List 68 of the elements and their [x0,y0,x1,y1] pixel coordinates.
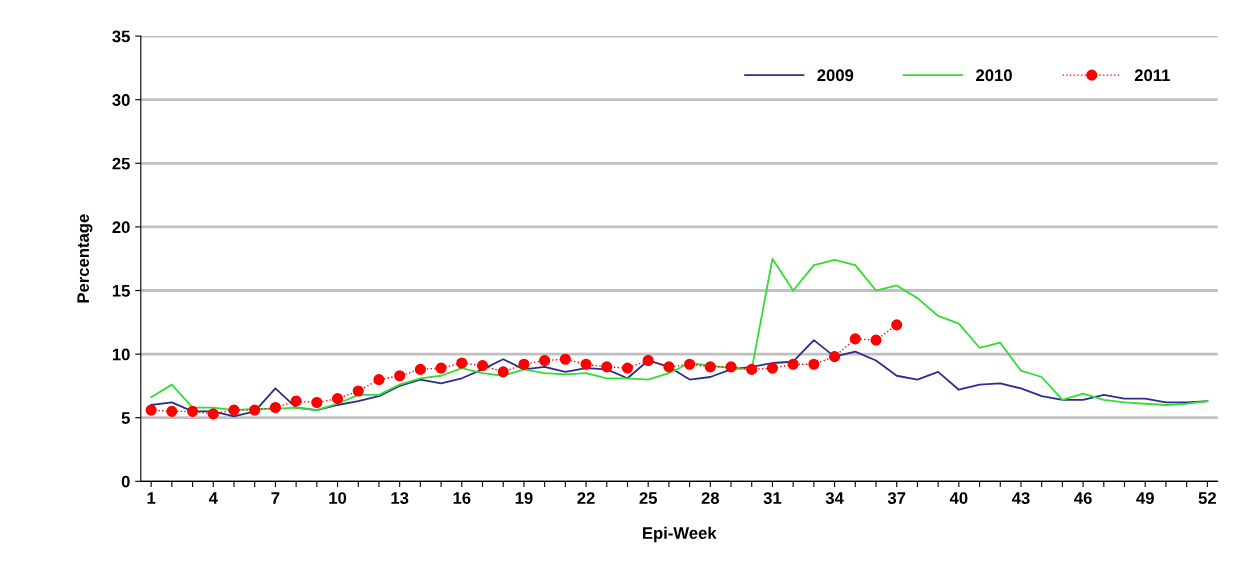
x-tick-label: 28 [701,492,720,504]
point [601,361,613,373]
legend-label: 2011 [1134,69,1170,82]
y-tick-label: 30 [112,94,130,106]
y-axis-title: Percentage [77,214,93,303]
point [311,396,323,409]
x-tick-label: 4 [208,492,218,504]
point [663,361,675,373]
point [891,319,903,331]
point [187,405,199,417]
y-tick-label: 35 [112,30,130,43]
point [414,363,426,375]
x-tick-label: 46 [1074,492,1092,504]
point [684,358,696,370]
x-tick-label: 7 [271,492,280,504]
point [497,366,509,378]
x-tick-label: 13 [391,492,409,504]
point [580,358,592,370]
y-tick-label: 25 [112,157,130,170]
point [704,361,716,373]
point [559,353,571,365]
point [870,334,882,346]
x-tick-label: 49 [1136,492,1154,504]
x-tick-label: 37 [887,492,906,504]
point [725,361,737,373]
y-tick-label: 20 [112,221,130,234]
x-tick-label: 25 [639,492,657,504]
point [621,362,634,374]
y-tick-label: 5 [121,412,130,424]
point [766,362,779,374]
x-tick-label: 1 [147,492,156,504]
point [249,404,261,416]
point [394,370,406,382]
point [290,395,302,407]
point [829,351,841,363]
y-tick-label: 15 [112,285,130,297]
point [269,401,281,414]
x-axis-title: Epi-Week [643,526,717,543]
x-tick-label: 34 [825,492,844,504]
point [166,405,178,417]
point [746,363,758,375]
x-tick-label: 43 [1011,492,1030,504]
point [808,358,820,370]
point [787,358,799,370]
point [228,404,240,416]
point [642,354,654,367]
x-tick-label: 40 [949,492,968,504]
y-tick-label: 0 [121,475,130,488]
x-tick-label: 10 [329,492,347,504]
x-tick-label: 16 [453,492,471,504]
y-tick-label: 10 [112,348,130,361]
x-tick-label: 19 [515,492,533,504]
x-tick-label: 22 [577,492,595,504]
point [456,357,468,369]
point [518,358,530,370]
point [145,404,157,416]
point [849,333,861,345]
point [352,385,364,397]
point [476,360,489,372]
point [331,393,344,405]
point [539,354,551,367]
legend-label: 2009 [817,69,854,82]
point [373,373,385,386]
point [207,408,219,420]
point [435,362,447,374]
x-tick-label: 31 [763,492,782,504]
legend-label: 2010 [976,69,1012,82]
x-tick-label: 52 [1198,492,1216,504]
